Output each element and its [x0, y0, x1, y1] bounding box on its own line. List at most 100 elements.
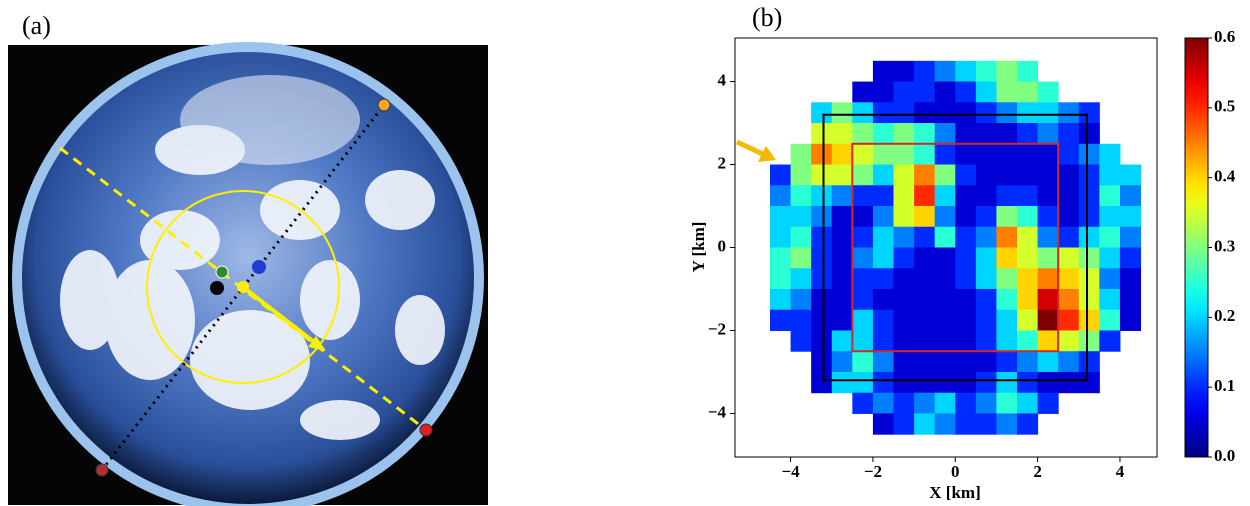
- heat-cell: [832, 144, 853, 165]
- heat-cell: [1079, 268, 1100, 289]
- y-tick-label: −2: [708, 319, 726, 338]
- heat-cell: [1058, 123, 1079, 144]
- heat-cell: [955, 393, 976, 414]
- heat-cell: [1058, 102, 1079, 123]
- heat-cell: [935, 206, 956, 227]
- heat-cell: [1017, 123, 1038, 144]
- heat-cell: [914, 393, 935, 414]
- heat-cell: [894, 393, 915, 414]
- heat-cell: [1038, 144, 1059, 165]
- heat-cell: [770, 248, 791, 269]
- heat-cell: [1038, 310, 1059, 331]
- heat-cell: [1038, 82, 1059, 103]
- heat-cell: [914, 185, 935, 206]
- panel-label: (a): [22, 11, 51, 40]
- heat-cell: [1038, 330, 1059, 351]
- heat-cell: [976, 61, 997, 82]
- heat-cell: [935, 351, 956, 372]
- heat-cell: [976, 123, 997, 144]
- heat-cell: [955, 61, 976, 82]
- heat-cell: [914, 330, 935, 351]
- heat-cell: [1099, 289, 1120, 310]
- heat-cell: [1038, 165, 1059, 186]
- heat-cell: [996, 393, 1017, 414]
- heat-cell: [1017, 372, 1038, 393]
- heat-cell: [832, 102, 853, 123]
- heat-cell: [935, 289, 956, 310]
- heat-cell: [811, 102, 832, 123]
- heat-cell: [894, 144, 915, 165]
- heat-cell: [811, 268, 832, 289]
- heat-cell: [770, 185, 791, 206]
- heat-cell: [811, 165, 832, 186]
- heat-cell: [1058, 268, 1079, 289]
- heat-cell: [811, 206, 832, 227]
- marker-black: [210, 281, 224, 295]
- heat-cell: [894, 330, 915, 351]
- heat-cell: [852, 185, 873, 206]
- heat-cell: [1120, 310, 1141, 331]
- heat-cell: [976, 206, 997, 227]
- heat-cell: [791, 185, 812, 206]
- heat-cell: [873, 351, 894, 372]
- heat-cell: [914, 310, 935, 331]
- heat-cell: [1017, 351, 1038, 372]
- heat-cell: [976, 165, 997, 186]
- heat-cell: [811, 227, 832, 248]
- heat-cell: [811, 372, 832, 393]
- heat-cell: [955, 165, 976, 186]
- heat-cell: [832, 123, 853, 144]
- heat-cell: [996, 268, 1017, 289]
- heat-cell: [1079, 289, 1100, 310]
- heat-cell: [914, 61, 935, 82]
- heat-cell: [894, 372, 915, 393]
- heat-cell: [996, 248, 1017, 269]
- heat-cell: [1017, 248, 1038, 269]
- heat-cell: [1120, 185, 1141, 206]
- heat-cell: [955, 248, 976, 269]
- heat-cell: [852, 268, 873, 289]
- heat-cell: [1099, 206, 1120, 227]
- heat-cell: [1079, 372, 1100, 393]
- heat-cell: [811, 351, 832, 372]
- heat-cell: [852, 351, 873, 372]
- heat-cell: [1058, 351, 1079, 372]
- heat-cell: [1017, 144, 1038, 165]
- heat-cell: [894, 61, 915, 82]
- heat-cell: [1058, 289, 1079, 310]
- heat-cell: [914, 82, 935, 103]
- heat-cell: [894, 102, 915, 123]
- heat-cell: [1017, 227, 1038, 248]
- heat-cell: [791, 310, 812, 331]
- heat-cell: [935, 330, 956, 351]
- heat-cell: [935, 144, 956, 165]
- heat-cell: [935, 165, 956, 186]
- heat-cell: [873, 330, 894, 351]
- heat-cell: [894, 248, 915, 269]
- heat-cell: [935, 248, 956, 269]
- x-tick-label: 2: [1033, 462, 1042, 481]
- page: (a) (b) X [km] Y [km] −4−2024−4−20240.00…: [0, 0, 1250, 506]
- heat-cell: [852, 206, 873, 227]
- heat-cell: [955, 413, 976, 434]
- heat-cell: [832, 206, 853, 227]
- heat-cell: [996, 351, 1017, 372]
- heat-cell: [976, 351, 997, 372]
- heat-cell: [1058, 248, 1079, 269]
- heat-cell: [791, 330, 812, 351]
- heat-cell: [1058, 227, 1079, 248]
- heat-cell: [1038, 185, 1059, 206]
- heat-cell: [852, 227, 873, 248]
- heat-cell: [935, 102, 956, 123]
- marker-red: [420, 424, 432, 436]
- colorbar: [1185, 38, 1208, 457]
- heat-cell: [1017, 393, 1038, 414]
- heat-cell: [914, 102, 935, 123]
- heat-cell: [894, 206, 915, 227]
- heat-cell: [894, 185, 915, 206]
- heat-cell: [791, 165, 812, 186]
- y-tick-label: 4: [718, 70, 727, 89]
- heat-cell: [1038, 206, 1059, 227]
- heat-cell: [914, 123, 935, 144]
- heat-cell: [955, 206, 976, 227]
